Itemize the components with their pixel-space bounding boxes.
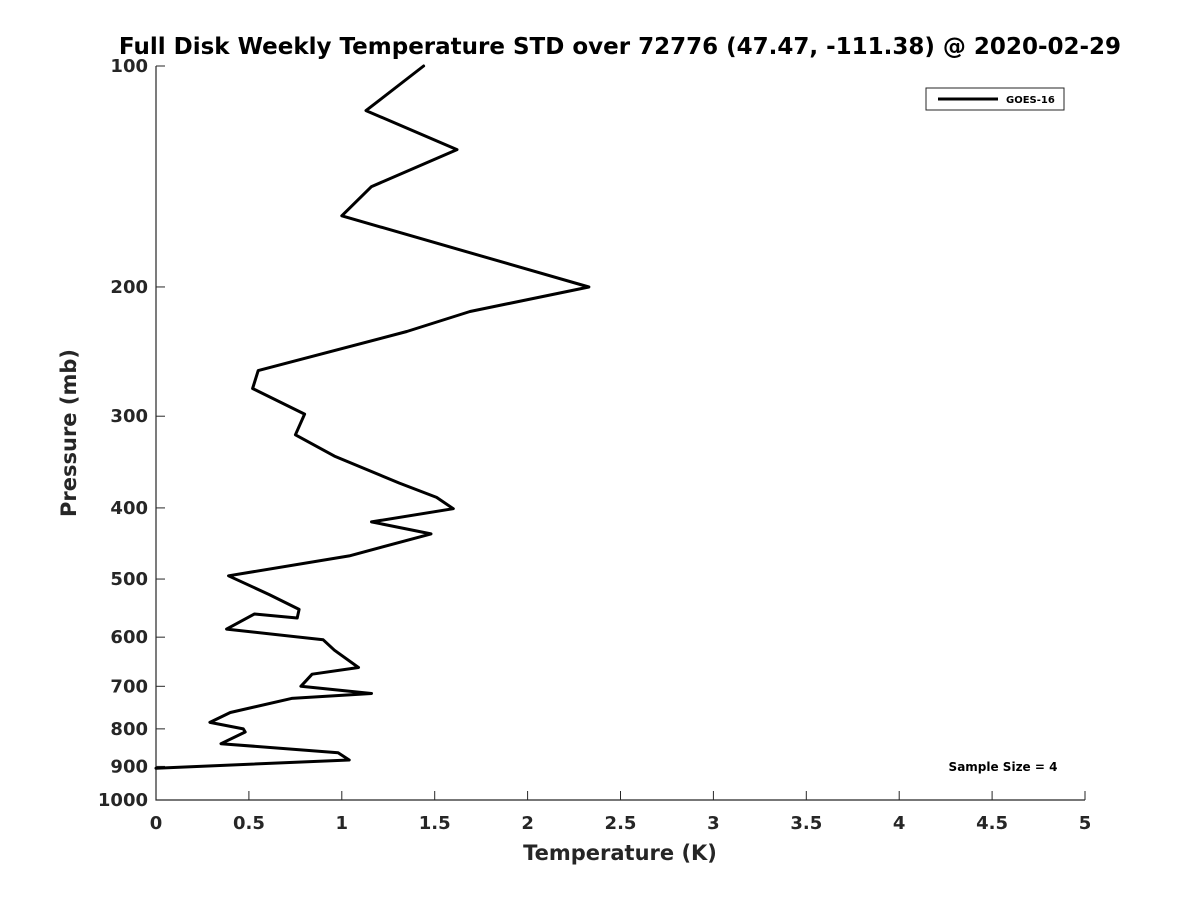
y-tick-label: 700 <box>110 676 148 697</box>
sample-size-annotation: Sample Size = 4 <box>949 760 1058 774</box>
x-tick-label: 3 <box>707 813 720 834</box>
y-tick-label: 1000 <box>98 790 148 811</box>
x-tick-label: 2.5 <box>605 813 637 834</box>
axis-lines <box>155 66 1085 801</box>
y-axis-label: Pressure (mb) <box>57 349 81 517</box>
y-tick-label: 600 <box>110 627 148 648</box>
x-tick-label: 2 <box>521 813 534 834</box>
series-line-goes-16 <box>154 64 591 770</box>
x-tick-label: 1 <box>336 813 349 834</box>
x-tick-label: 4.5 <box>976 813 1008 834</box>
y-tick-label: 900 <box>110 756 148 777</box>
x-tick-label: 0.5 <box>233 813 265 834</box>
x-axis-label: Temperature (K) <box>523 841 717 865</box>
y-tick-label: 500 <box>110 569 148 590</box>
y-tick-label: 300 <box>110 406 148 427</box>
y-tick-label: 200 <box>110 277 148 298</box>
chart-title: Full Disk Weekly Temperature STD over 72… <box>119 34 1121 60</box>
y-tick-label: 800 <box>110 719 148 740</box>
x-tick-label: 3.5 <box>790 813 822 834</box>
y-tick-label: 400 <box>110 498 148 519</box>
series-group <box>154 64 591 770</box>
x-tick-label: 0 <box>150 813 163 834</box>
y-axis-ticks: 100 200 300 400 500 600 700 800 900 1000 <box>98 56 165 811</box>
x-tick-label: 4 <box>893 813 906 834</box>
x-tick-label: 1.5 <box>419 813 451 834</box>
y-tick-label: 100 <box>110 56 148 77</box>
legend-label-goes-16: GOES-16 <box>1006 95 1055 106</box>
legend: GOES-16 <box>925 87 1065 111</box>
x-axis-ticks: 0 0.5 1 1.5 2 2.5 3 3.5 4 4.5 5 <box>150 791 1092 834</box>
x-tick-label: 5 <box>1079 813 1092 834</box>
